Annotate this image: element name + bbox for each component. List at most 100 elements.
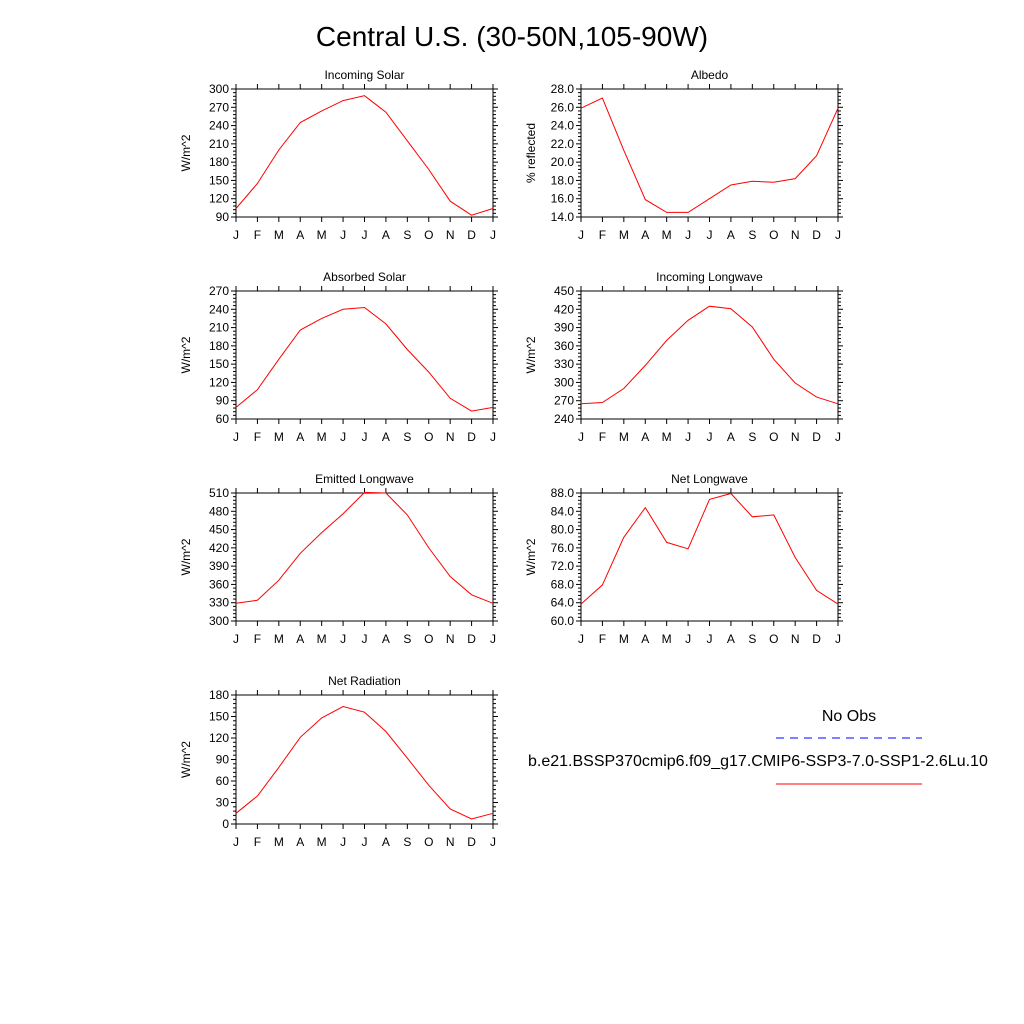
emitted-longwave-series-line [235, 491, 494, 604]
legend-label-obs: No Obs [822, 708, 876, 725]
incoming-longwave-y-tick-label: 360 [554, 339, 574, 353]
emitted-longwave-x-tick-label: J [340, 632, 346, 646]
net-longwave-x-tick-label: O [769, 632, 778, 646]
chart-albedo: Albedo % reflected 14.0 16.0 18.0 20.0 22.0 24.… [524, 68, 843, 242]
net-longwave-title: Net Longwave [671, 472, 748, 486]
incoming-solar-x-tick-label: M [317, 228, 327, 242]
absorbed-solar-y-tick-label: 150 [209, 357, 229, 371]
net-longwave-x-tick-label: A [727, 632, 735, 646]
net-radiation-y-axis-label: W/m^2 [179, 741, 193, 778]
incoming-solar-x-tick-label: D [467, 228, 476, 242]
incoming-solar-plot-frame [235, 88, 494, 218]
incoming-solar-x-tick-label: J [362, 228, 368, 242]
albedo-y-tick-label: 20.0 [551, 155, 575, 169]
incoming-solar-y-tick-label: 120 [209, 192, 229, 206]
absorbed-solar-x-tick-label: J [362, 430, 368, 444]
net-longwave-y-tick-label: 72.0 [551, 559, 575, 573]
albedo-y-tick-label: 22.0 [551, 137, 575, 151]
net-longwave-x-tick-label: S [748, 632, 756, 646]
incoming-longwave-x-tick-label: N [791, 430, 800, 444]
incoming-longwave-x-tick-label: A [727, 430, 735, 444]
absorbed-solar-x-tick-label: M [317, 430, 327, 444]
net-longwave-series-line [580, 492, 839, 605]
emitted-longwave-y-tick-label: 360 [209, 577, 229, 591]
absorbed-solar-y-tick-label: 90 [216, 394, 230, 408]
incoming-longwave-x-tick-label: J [835, 430, 841, 444]
chart-incoming-solar: Incoming Solar W/m^2 90 120 150 180 210 240 270 3… [179, 68, 498, 242]
net-radiation-x-tick-label: M [317, 835, 327, 849]
incoming-longwave-y-tick-label: 330 [554, 357, 574, 371]
emitted-longwave-y-tick-label: 390 [209, 559, 229, 573]
incoming-longwave-y-tick-label: 270 [554, 394, 574, 408]
emitted-longwave-y-tick-label: 420 [209, 541, 229, 555]
albedo-x-tick-label: D [812, 228, 821, 242]
net-radiation-x-tick-label: J [233, 835, 239, 849]
net-longwave-x-tick-label: D [812, 632, 821, 646]
net-radiation-x-tick-label: A [296, 835, 304, 849]
emitted-longwave-x-tick-label: M [317, 632, 327, 646]
absorbed-solar-x-tick-label: J [340, 430, 346, 444]
incoming-longwave-y-axis-label: W/m^2 [524, 336, 538, 373]
net-radiation-x-tick-label: D [467, 835, 476, 849]
net-longwave-x-tick-label: J [685, 632, 691, 646]
incoming-longwave-x-tick-label: S [748, 430, 756, 444]
net-radiation-y-tick-label: 90 [216, 753, 230, 767]
albedo-x-tick-label: N [791, 228, 800, 242]
absorbed-solar-title: Absorbed Solar [323, 270, 406, 284]
incoming-solar-y-tick-label: 300 [209, 82, 229, 96]
albedo-y-tick-label: 28.0 [551, 82, 575, 96]
net-radiation-x-tick-label: J [490, 835, 496, 849]
net-longwave-y-tick-label: 76.0 [551, 541, 575, 555]
emitted-longwave-y-axis-label: W/m^2 [179, 538, 193, 575]
net-longwave-x-tick-label: M [619, 632, 629, 646]
incoming-solar-y-tick-label: 210 [209, 137, 229, 151]
emitted-longwave-y-tick-label: 300 [209, 614, 229, 628]
absorbed-solar-series-line [235, 306, 494, 412]
net-longwave-x-tick-label: J [835, 632, 841, 646]
incoming-solar-x-tick-label: M [274, 228, 284, 242]
absorbed-solar-y-tick-label: 120 [209, 375, 229, 389]
albedo-plot-frame [580, 88, 839, 218]
emitted-longwave-plot-frame [235, 492, 494, 622]
incoming-solar-y-tick-label: 180 [209, 155, 229, 169]
incoming-solar-x-tick-label: S [403, 228, 411, 242]
net-radiation-x-tick-label: J [362, 835, 368, 849]
absorbed-solar-x-tick-label: O [424, 430, 433, 444]
emitted-longwave-x-tick-label: O [424, 632, 433, 646]
page-title: Central U.S. (30-50N,105-90W) [316, 21, 708, 52]
incoming-solar-y-tick-label: 90 [216, 210, 230, 224]
chart-incoming-longwave: Incoming Longwave W/m^2 240 270 300 330 360 390… [524, 270, 843, 444]
emitted-longwave-y-tick-label: 480 [209, 504, 229, 518]
legend: No Obs b.e21.BSSP370cmip6.f09_g17.CMIP6-… [528, 708, 988, 785]
albedo-y-tick-label: 18.0 [551, 173, 575, 187]
net-radiation-y-tick-label: 150 [209, 710, 229, 724]
incoming-longwave-y-tick-label: 390 [554, 321, 574, 335]
albedo-x-tick-label: J [707, 228, 713, 242]
albedo-x-tick-label: A [641, 228, 649, 242]
incoming-solar-x-tick-label: A [382, 228, 390, 242]
net-radiation-y-tick-label: 30 [216, 796, 230, 810]
incoming-longwave-series-line [580, 305, 839, 405]
absorbed-solar-x-tick-label: J [233, 430, 239, 444]
incoming-longwave-plot-frame [580, 290, 839, 420]
absorbed-solar-x-tick-label: M [274, 430, 284, 444]
net-longwave-y-tick-label: 64.0 [551, 596, 575, 610]
net-longwave-y-tick-label: 84.0 [551, 504, 575, 518]
net-radiation-x-tick-label: J [340, 835, 346, 849]
incoming-longwave-x-tick-label: J [707, 430, 713, 444]
absorbed-solar-x-tick-label: D [467, 430, 476, 444]
net-radiation-series-line [235, 705, 494, 820]
emitted-longwave-x-tick-label: D [467, 632, 476, 646]
emitted-longwave-x-tick-label: A [382, 632, 390, 646]
incoming-longwave-x-tick-label: F [599, 430, 606, 444]
net-longwave-x-tick-label: J [578, 632, 584, 646]
emitted-longwave-x-tick-label: F [254, 632, 261, 646]
emitted-longwave-x-tick-label: J [490, 632, 496, 646]
incoming-solar-x-tick-label: O [424, 228, 433, 242]
incoming-solar-y-tick-label: 150 [209, 173, 229, 187]
albedo-y-tick-label: 14.0 [551, 210, 575, 224]
net-radiation-x-tick-label: M [274, 835, 284, 849]
emitted-longwave-y-tick-label: 450 [209, 523, 229, 537]
